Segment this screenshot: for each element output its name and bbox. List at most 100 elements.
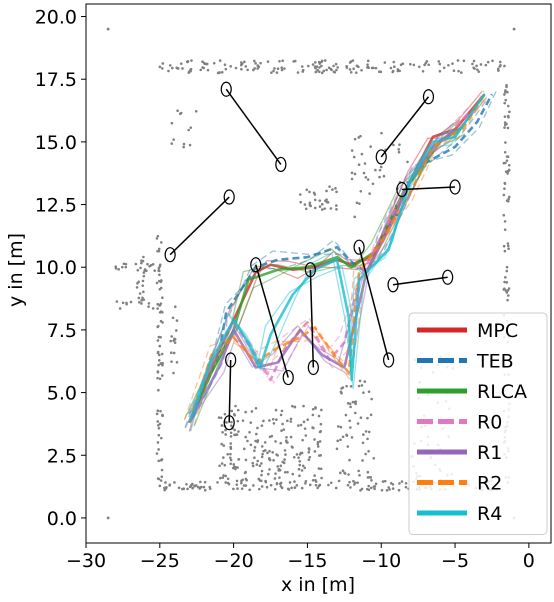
obstacle-point [253,59,256,63]
obstacle-point [357,384,361,388]
obstacle-point [318,483,322,487]
obstacle-point [236,487,239,490]
trajectory-lines [183,88,498,432]
obstacle-point [217,416,221,419]
obstacle-point [452,69,456,73]
obstacle-point [137,280,140,284]
obstacle-point [308,455,312,459]
obstacle-point [177,486,181,490]
obstacle-point [311,478,315,482]
obstacle-point [249,443,253,447]
obstacle-point [507,294,510,297]
obstacle-point [307,448,311,451]
obstacle-point [373,487,376,491]
obstacle-point [316,440,320,444]
y-tick-label: 0.0 [47,508,77,530]
y-tick-label: 7.5 [47,320,77,342]
obstacle-point [208,487,212,490]
obstacle-point [221,430,224,434]
obstacle-point [307,450,311,454]
obstacle-point [289,420,293,423]
obstacle-point [262,419,265,423]
obstacle-point [486,60,490,64]
obstacle-point [392,143,395,147]
obstacle-point [251,464,255,468]
obstacle-point [298,474,301,477]
obstacle-point [380,488,384,492]
obstacle-point [182,142,186,146]
obstacle-point [320,208,324,211]
obstacle-point [244,410,247,414]
obstacle-point [382,174,386,178]
obstacle-point [157,335,161,339]
obstacle-point [335,208,338,211]
obstacle-point [256,64,260,67]
obstacle-point [398,482,401,485]
obstacle-point [189,69,192,73]
obstacle-point [507,163,511,167]
obstacle-point [254,439,257,443]
obstacle-point [157,249,161,253]
obstacle-point [391,69,395,73]
obstacle-point [151,263,155,266]
series-line-teb [184,98,488,428]
obstacle-point [380,131,383,135]
obstacle-point [141,279,145,283]
obstacle-point [503,187,506,190]
obstacle-point [143,268,147,271]
obstacle-point [438,69,442,73]
agent-path-line [358,246,390,361]
obstacle-point [334,486,338,490]
obstacle-point [280,409,284,413]
obstacle-point [305,188,309,192]
obstacle-point [368,192,371,195]
obstacle-point [273,477,277,480]
obstacle-point [135,286,139,289]
y-tick-label: 20.0 [35,7,77,29]
obstacle-point [256,426,259,430]
obstacle-point [303,466,306,470]
obstacle-point [502,244,506,248]
obstacle-point [318,199,322,202]
obstacle-point [318,454,321,457]
obstacle-point [156,302,159,306]
obstacle-point [499,64,502,67]
obstacle-point [160,436,163,440]
obstacle-point [340,387,343,390]
obstacle-point [236,419,240,423]
obstacle-point [503,220,507,223]
obstacle-point [253,456,256,460]
obstacle-point [273,488,277,491]
obstacle-point [505,265,509,269]
obstacle-point [129,300,133,304]
obstacle-point [246,68,249,72]
obstacle-point [373,485,377,488]
obstacle-point [244,65,248,68]
obstacle-point [222,456,225,459]
obstacle-point [254,62,257,65]
obstacle-point [504,289,508,292]
obstacle-point [142,298,146,302]
obstacle-point [301,68,305,72]
obstacle-point [460,71,463,74]
obstacle-point [151,307,155,310]
obstacle-point [178,112,182,116]
obstacle-point [170,142,174,145]
obstacle-point [325,68,328,72]
obstacle-point [314,483,318,487]
obstacle-point [297,467,301,471]
obstacle-point [506,244,510,248]
obstacle-point [224,474,227,478]
obstacle-point [199,68,203,72]
obstacle-point [318,66,321,69]
obstacle-point [256,439,260,442]
obstacle-point [160,468,164,472]
obstacle-point [276,465,279,468]
obstacle-point [243,471,247,475]
obstacle-point [161,62,165,65]
obstacle-point [137,300,141,304]
obstacle-point [265,485,269,489]
obstacle-point [275,418,278,421]
obstacle-point [159,319,163,323]
obstacle-point [142,290,145,294]
